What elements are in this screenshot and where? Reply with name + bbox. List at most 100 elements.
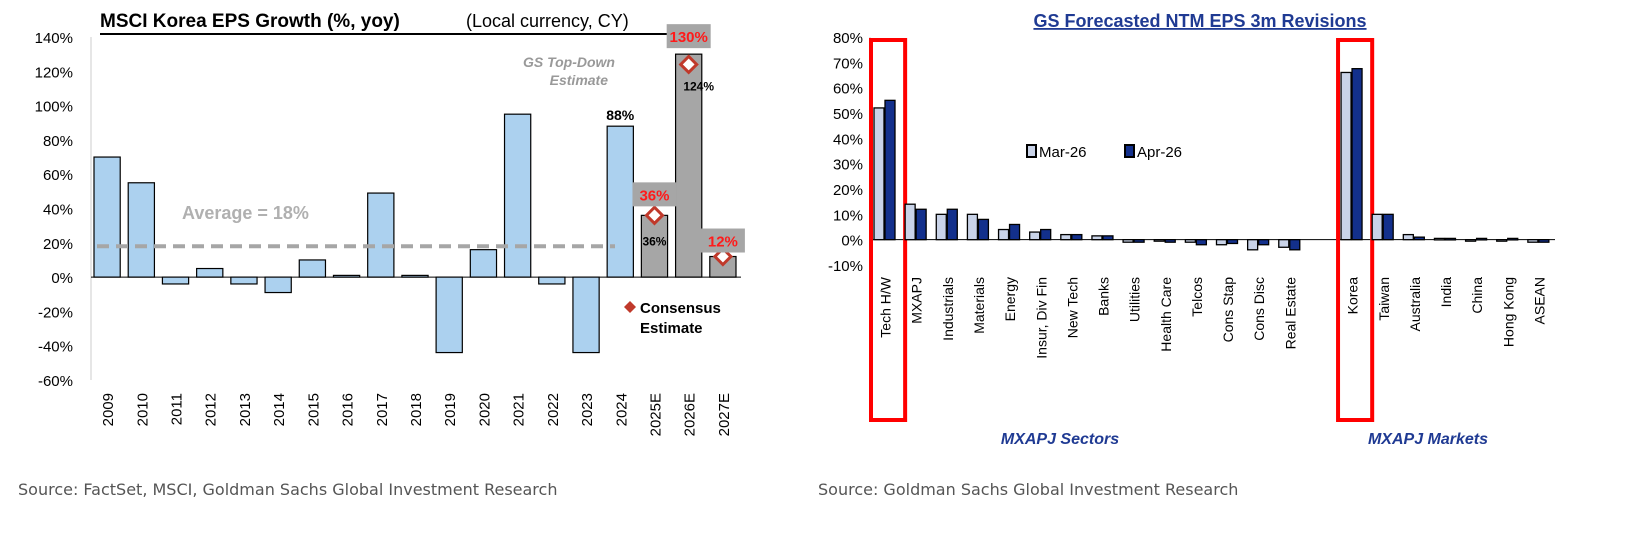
- gs-estimate-label: 12%: [708, 234, 738, 251]
- left-x-tick: 2015: [305, 393, 322, 426]
- bar-Apr-26-Energy: [1008, 223, 1021, 241]
- source-left: Source: FactSet, MSCI, Goldman Sachs Glo…: [18, 480, 558, 499]
- right-x-tick: New Tech: [1064, 277, 1080, 338]
- right-x-tick: MXAPJ: [909, 277, 925, 324]
- bar-2014: [264, 276, 292, 294]
- bar-Mar-26-Energy: [997, 228, 1010, 241]
- left-y-tick: 80%: [43, 133, 73, 150]
- consensus-marker: [678, 54, 699, 75]
- legend-swatch: [1124, 144, 1135, 158]
- right-title: GS Forecasted NTM EPS 3m Revisions: [1033, 11, 1366, 31]
- bar-2013: [230, 276, 258, 285]
- consensus-label-2026: 124%: [683, 79, 714, 93]
- source-right: Source: Goldman Sachs Global Investment …: [818, 480, 1239, 499]
- bar-Mar-26-Tech H/W: [873, 107, 885, 241]
- legend-label: Mar-26: [1039, 144, 1087, 161]
- left-y-tick: 140%: [35, 30, 73, 47]
- right-x-tick: Materials: [971, 277, 987, 334]
- consensus-label-2025: 36%: [642, 234, 666, 248]
- right-x-tick: Energy: [1002, 277, 1018, 321]
- consensus-legend-2: Estimate: [640, 320, 703, 337]
- bar-Mar-26-China: [1464, 239, 1477, 242]
- right-x-tick: Utilities: [1127, 277, 1143, 322]
- right-y-tick: 10%: [833, 207, 863, 224]
- gs-estimate-box: [666, 24, 711, 49]
- right-x-tick: Telcos: [1189, 277, 1205, 317]
- bar-2023: [572, 276, 600, 354]
- left-y-tick: 40%: [43, 202, 73, 219]
- left-x-tick: 2024: [613, 393, 630, 426]
- left-x-tick: 2021: [511, 393, 528, 426]
- label-2024: 88%: [606, 107, 635, 123]
- left-y-tick: 120%: [35, 64, 73, 81]
- right-x-tick: Taiwan: [1376, 277, 1392, 321]
- bar-2009: [93, 156, 121, 278]
- bar-Mar-26-Cons Disc: [1246, 239, 1259, 251]
- group-label: MXAPJ Sectors: [1001, 431, 1119, 448]
- bar-2020: [469, 249, 498, 278]
- bar-2022: [538, 276, 566, 285]
- bar-Apr-26-ASEAN: [1538, 239, 1550, 243]
- left-x-tick: 2014: [271, 393, 288, 426]
- right-y-tick: 0%: [841, 233, 863, 250]
- bar-Apr-26-Health Care: [1164, 239, 1176, 243]
- left-y-tick: 20%: [43, 236, 73, 253]
- left-x-tick: 2018: [408, 393, 425, 426]
- bar-Mar-26-Hong Kong: [1496, 239, 1508, 242]
- gs-label-1: GS Top-Down: [523, 54, 615, 70]
- left-x-tick: 2026E: [682, 393, 699, 436]
- legend-swatch: [1026, 144, 1037, 158]
- right-y-tick: 80%: [833, 30, 863, 47]
- bar-2021: [503, 113, 532, 278]
- consensus-legend-icon: [624, 301, 636, 313]
- left-x-tick: 2016: [340, 393, 357, 426]
- bar-Mar-26-Telcos: [1184, 239, 1197, 243]
- bar-2015: [298, 259, 327, 278]
- left-x-tick: 2017: [374, 393, 391, 426]
- consensus-marker: [644, 205, 665, 226]
- bar-2024: [606, 125, 634, 278]
- bar-Mar-26-Health Care: [1153, 239, 1165, 242]
- bar-2012: [196, 267, 224, 278]
- bar-Mar-26-Taiwan: [1371, 213, 1383, 241]
- left-subtitle: (Local currency, CY): [466, 11, 629, 31]
- bar-2010: [127, 182, 156, 278]
- right-y-tick: 40%: [833, 131, 863, 148]
- bar-Apr-26-Tech H/W: [884, 99, 896, 241]
- left-x-tick: 2025E: [647, 393, 664, 436]
- left-x-tick: 2012: [203, 393, 220, 426]
- bar-2017: [367, 192, 395, 278]
- right-x-tick: Korea: [1345, 277, 1361, 315]
- right-y-tick: -10%: [828, 258, 863, 275]
- left-title: MSCI Korea EPS Growth (%, yoy): [100, 11, 400, 32]
- bar-Apr-26-New Tech: [1071, 233, 1083, 241]
- gs-estimate-label: 130%: [669, 29, 707, 46]
- bar-Mar-26-Industrials: [935, 213, 947, 241]
- left-x-tick: 2023: [579, 393, 596, 426]
- right-x-tick: Cons Stap: [1220, 277, 1236, 343]
- bar-Mar-26-Utilities: [1122, 239, 1134, 243]
- left-y-tick: 0%: [51, 270, 73, 287]
- right-x-tick: Cons Disc: [1251, 277, 1267, 341]
- bar-Apr-26-Real Estate: [1289, 239, 1301, 251]
- bar-Apr-26-Banks: [1102, 235, 1114, 241]
- consensus-legend-1: Consensus: [640, 300, 721, 317]
- left-x-tick: 2009: [100, 393, 117, 426]
- gs-estimate-box: [700, 228, 745, 253]
- bar-Mar-26-Korea: [1340, 71, 1352, 241]
- bar-Apr-26-China: [1475, 237, 1488, 241]
- left-x-tick: 2010: [134, 393, 151, 426]
- group-label: MXAPJ Markets: [1368, 431, 1488, 448]
- bar-2016: [332, 274, 361, 278]
- left-x-tick: 2022: [545, 393, 562, 426]
- bar-Apr-26-Telcos: [1195, 239, 1208, 246]
- right-x-tick: Australia: [1407, 277, 1423, 332]
- bar-Mar-26-India: [1433, 237, 1446, 241]
- bar-2011: [161, 276, 190, 285]
- bar-Mar-26-Banks: [1091, 235, 1103, 241]
- bar-2019: [435, 276, 463, 354]
- left-x-tick: 2027E: [716, 393, 733, 436]
- gs-estimate-box: [632, 182, 677, 207]
- bar-Mar-26-Real Estate: [1278, 239, 1290, 248]
